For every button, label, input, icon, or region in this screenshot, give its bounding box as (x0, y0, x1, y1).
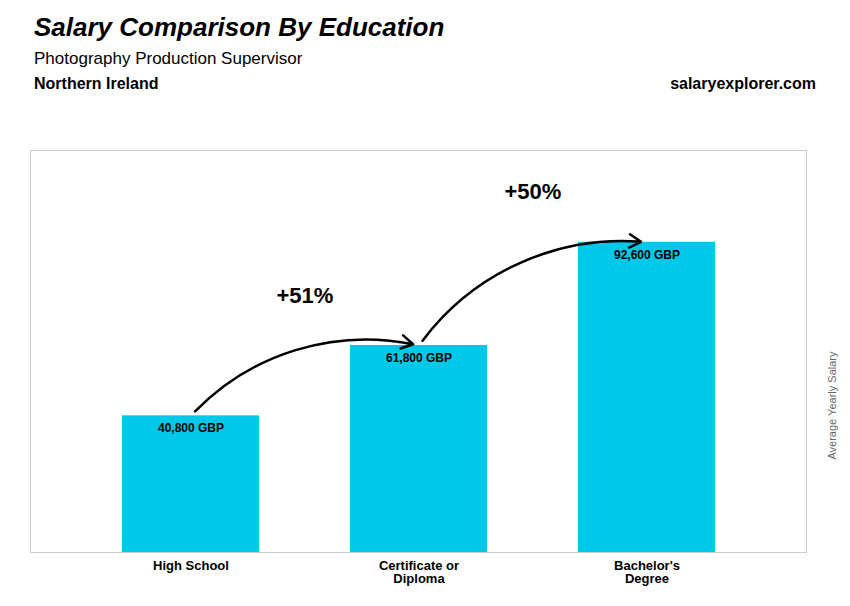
svg-text:92,600 GBP: 92,600 GBP (614, 248, 680, 262)
svg-text:+50%: +50% (504, 179, 561, 204)
svg-text:Bachelor'sDegree: Bachelor'sDegree (614, 558, 680, 586)
svg-text:61,800 GBP: 61,800 GBP (386, 351, 452, 365)
svg-text:Average Yearly Salary: Average Yearly Salary (826, 351, 838, 460)
html-text:Northern Ireland: Northern Ireland (34, 75, 159, 92)
svg-text:40,800 GBP: 40,800 GBP (158, 421, 224, 435)
html-text:salaryexplorer.com: salaryexplorer.com (670, 75, 816, 92)
html-text:Salary Comparison By Education: Salary Comparison By Education (34, 12, 445, 42)
svg-text:High School: High School (153, 558, 229, 573)
svg-text:+51%: +51% (276, 283, 333, 308)
svg-text:Certificate orDiploma: Certificate orDiploma (379, 558, 459, 586)
html-text:Photography Production Supervi: Photography Production Supervisor (34, 49, 303, 68)
